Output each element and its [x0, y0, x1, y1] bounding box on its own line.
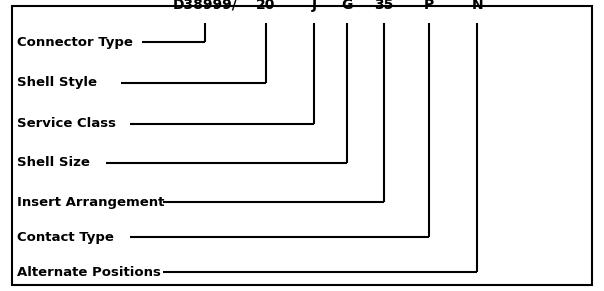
Text: Service Class: Service Class: [17, 117, 116, 130]
Text: Connector Type: Connector Type: [17, 36, 133, 49]
Text: P: P: [424, 0, 434, 12]
Text: N: N: [471, 0, 483, 12]
Text: G: G: [342, 0, 353, 12]
Text: Shell Size: Shell Size: [17, 157, 90, 169]
Text: Contact Type: Contact Type: [17, 231, 114, 244]
Text: Shell Style: Shell Style: [17, 77, 97, 89]
Text: Insert Arrangement: Insert Arrangement: [17, 196, 164, 209]
Text: D38999/: D38999/: [173, 0, 238, 12]
Text: Alternate Positions: Alternate Positions: [17, 266, 161, 278]
Text: 20: 20: [256, 0, 275, 12]
Text: 35: 35: [374, 0, 393, 12]
Text: J: J: [312, 0, 316, 12]
